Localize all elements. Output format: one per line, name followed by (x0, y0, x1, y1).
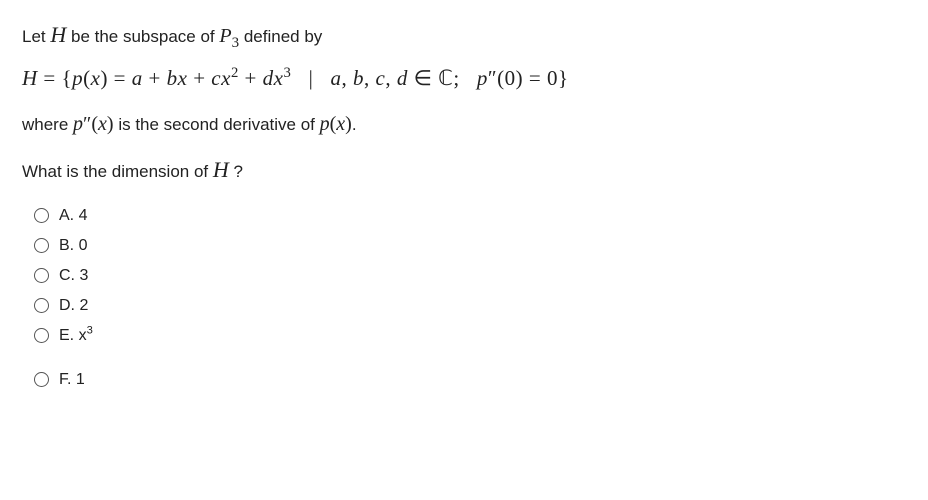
radio-icon[interactable] (34, 238, 49, 253)
equation-line: H = {p(x) = a + bx + cx2 + dx3 | a, b, c… (22, 63, 906, 95)
option-row[interactable]: C. 3 (34, 264, 906, 288)
radio-icon[interactable] (34, 328, 49, 343)
text: Let (22, 27, 50, 46)
radio-icon[interactable] (34, 298, 49, 313)
variable-H: H (50, 22, 66, 47)
option-label: B. 0 (59, 234, 87, 258)
option-label: D. 2 (59, 294, 88, 318)
option-row[interactable]: F. 1 (34, 368, 906, 392)
option-label: E. x3 (59, 324, 93, 348)
text: defined by (244, 27, 322, 46)
text: where (22, 115, 73, 134)
radio-icon[interactable] (34, 268, 49, 283)
radio-icon[interactable] (34, 208, 49, 223)
text: . (352, 115, 357, 134)
text: be the subspace of (71, 27, 219, 46)
text: ? (234, 162, 243, 181)
option-row[interactable]: A. 4 (34, 204, 906, 228)
question-line: What is the dimension of H ? (22, 153, 906, 186)
problem-line-3: where p″(x) is the second derivative of … (22, 109, 906, 139)
problem-line-1: Let H be the subspace of P3 defined by (22, 18, 906, 51)
radio-icon[interactable] (34, 372, 49, 387)
p-of-x: p(x) (320, 113, 352, 135)
option-label: A. 4 (59, 204, 87, 228)
options-list: A. 4 B. 0 C. 3 D. 2 E. x3 F. 1 (22, 204, 906, 392)
variable-P: P3 (219, 25, 239, 47)
option-row[interactable]: E. x3 (34, 324, 906, 348)
option-label: C. 3 (59, 264, 88, 288)
variable-H: H (213, 157, 229, 182)
option-label: F. 1 (59, 368, 85, 392)
p-double-prime: p″(x) (73, 113, 114, 135)
option-row[interactable]: B. 0 (34, 234, 906, 258)
text: What is the dimension of (22, 162, 213, 181)
option-row[interactable]: D. 2 (34, 294, 906, 318)
text: is the second derivative of (118, 115, 319, 134)
